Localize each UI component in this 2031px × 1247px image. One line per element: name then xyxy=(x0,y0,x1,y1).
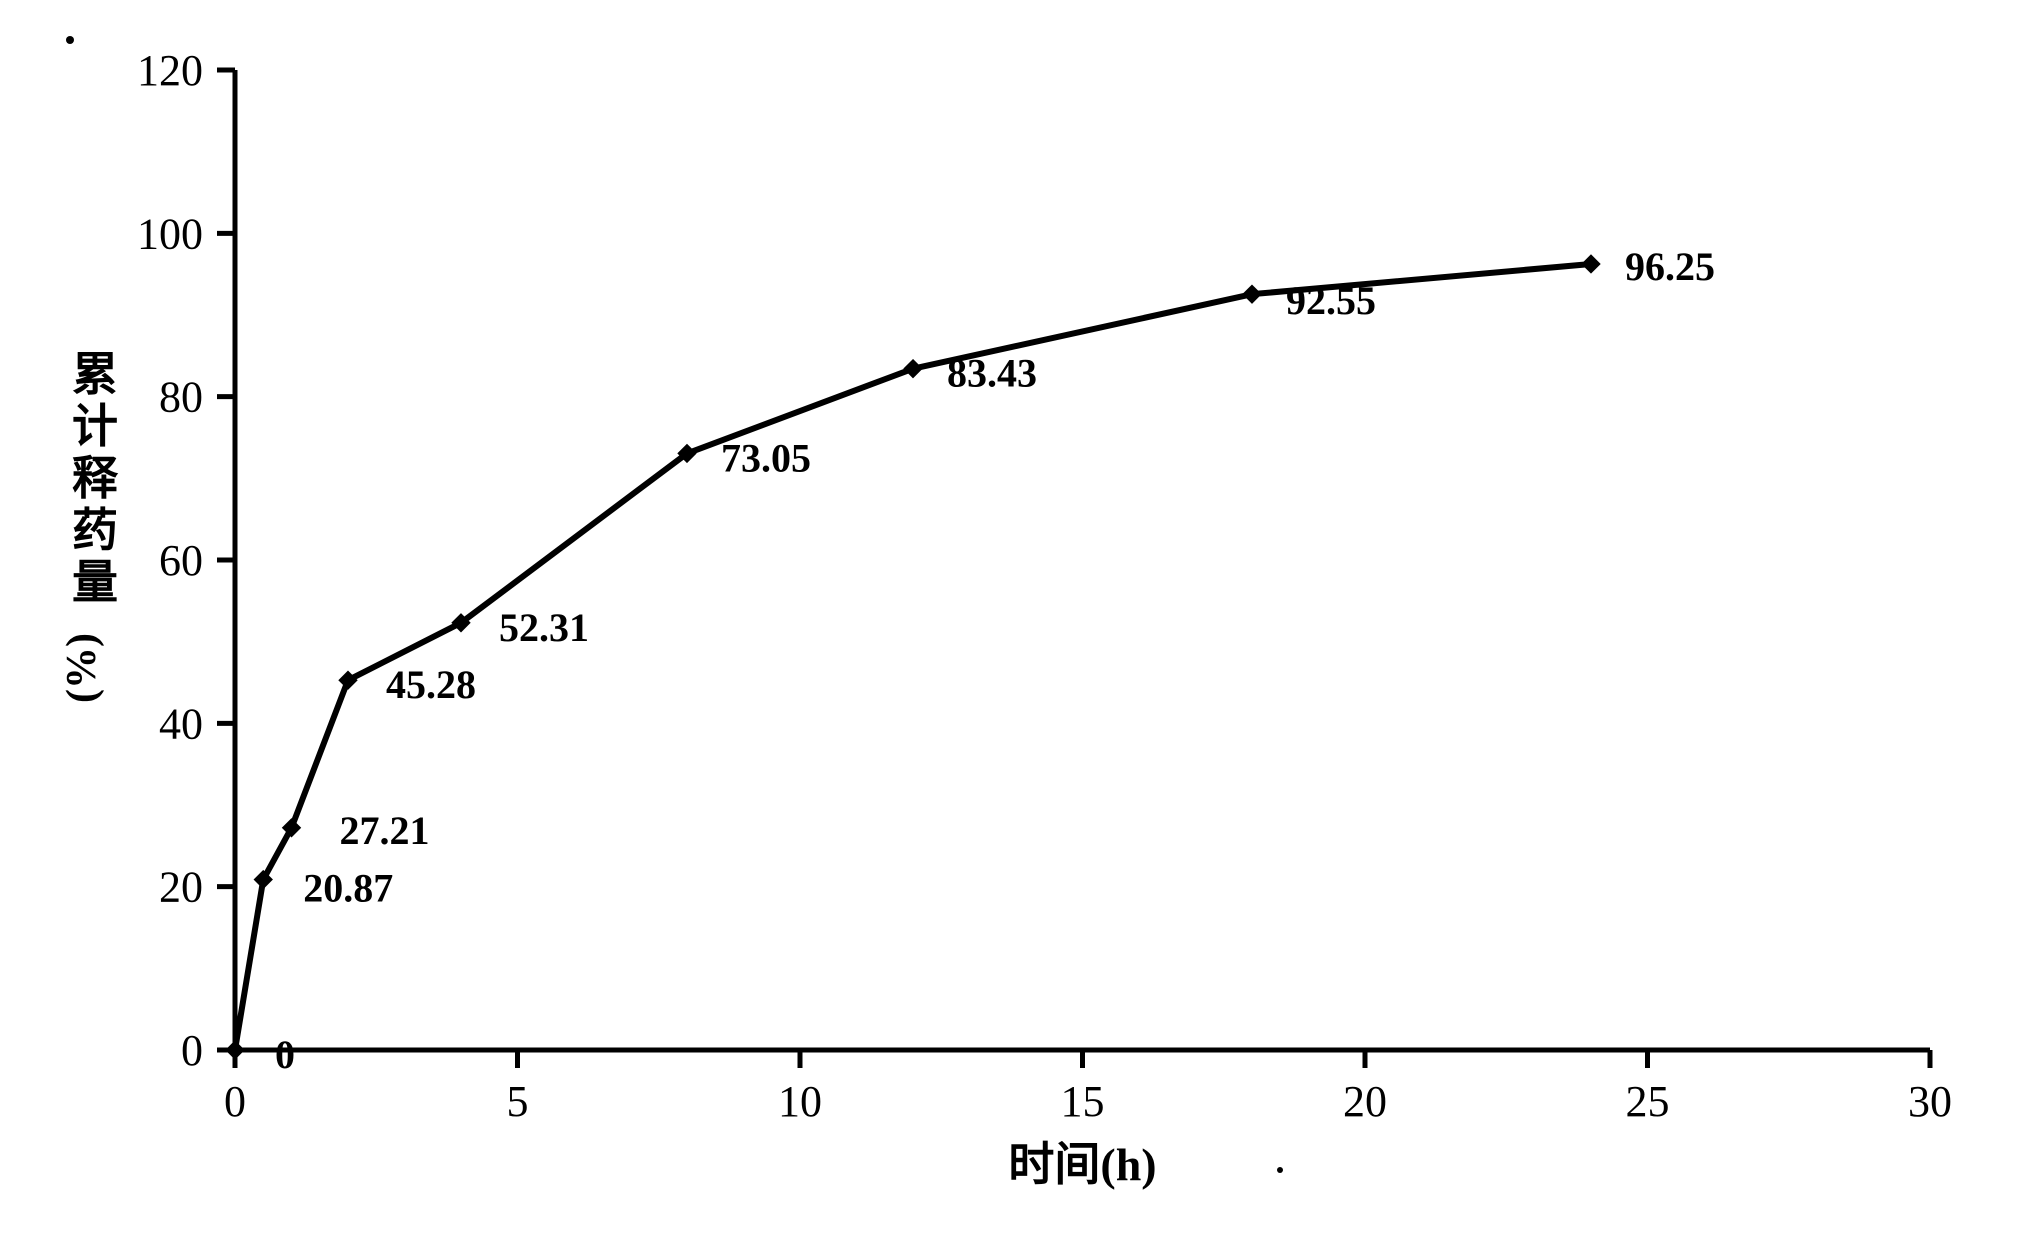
svg-text:计: 计 xyxy=(72,401,118,452)
data-label: 83.43 xyxy=(947,351,1037,396)
y-tick-label: 120 xyxy=(137,46,203,95)
y-tick-label: 60 xyxy=(159,536,203,585)
series-line xyxy=(235,264,1591,1050)
y-tick-label: 0 xyxy=(181,1026,203,1075)
svg-text:累: 累 xyxy=(72,349,118,400)
data-label: 20.87 xyxy=(303,866,393,911)
svg-text:量: 量 xyxy=(72,557,118,608)
data-label: 45.28 xyxy=(386,662,476,707)
x-tick-label: 30 xyxy=(1908,1077,1952,1126)
artifact-dot xyxy=(66,36,74,44)
x-tick-label: 5 xyxy=(507,1077,529,1126)
svg-text:释: 释 xyxy=(72,453,119,504)
data-label: 0 xyxy=(275,1032,295,1077)
x-tick-label: 15 xyxy=(1061,1077,1105,1126)
y-tick-label: 80 xyxy=(159,373,203,422)
svg-text:药: 药 xyxy=(72,505,118,556)
x-tick-label: 10 xyxy=(778,1077,822,1126)
artifact-dot xyxy=(1277,1167,1283,1173)
data-marker xyxy=(1582,255,1600,273)
data-marker xyxy=(226,1041,244,1059)
y-tick-label: 20 xyxy=(159,863,203,912)
data-marker xyxy=(904,360,922,378)
chart-svg: 0 20 40 60 80 100 120 0 5 10 15 20 25 30 0 20.87 27.21 45… xyxy=(0,0,2031,1247)
x-tick-label: 25 xyxy=(1626,1077,1670,1126)
data-label: 96.25 xyxy=(1625,244,1715,289)
drug-release-chart: 0 20 40 60 80 100 120 0 5 10 15 20 25 30 0 20.87 27.21 45… xyxy=(0,0,2031,1247)
y-tick-label: 100 xyxy=(137,209,203,258)
x-tick-label: 20 xyxy=(1343,1077,1387,1126)
data-label: 73.05 xyxy=(721,435,811,480)
data-label: 27.21 xyxy=(340,808,430,853)
data-marker xyxy=(1243,285,1261,303)
y-axis-title: 累计释药量 (%) xyxy=(59,349,119,703)
x-axis-title: 时间(h) xyxy=(1008,1139,1156,1190)
data-label: 52.31 xyxy=(499,605,589,650)
data-label: 92.55 xyxy=(1286,278,1376,323)
x-tick-label: 0 xyxy=(224,1077,246,1126)
y-tick-label: 40 xyxy=(159,699,203,748)
svg-text:(%): (%) xyxy=(59,633,105,703)
